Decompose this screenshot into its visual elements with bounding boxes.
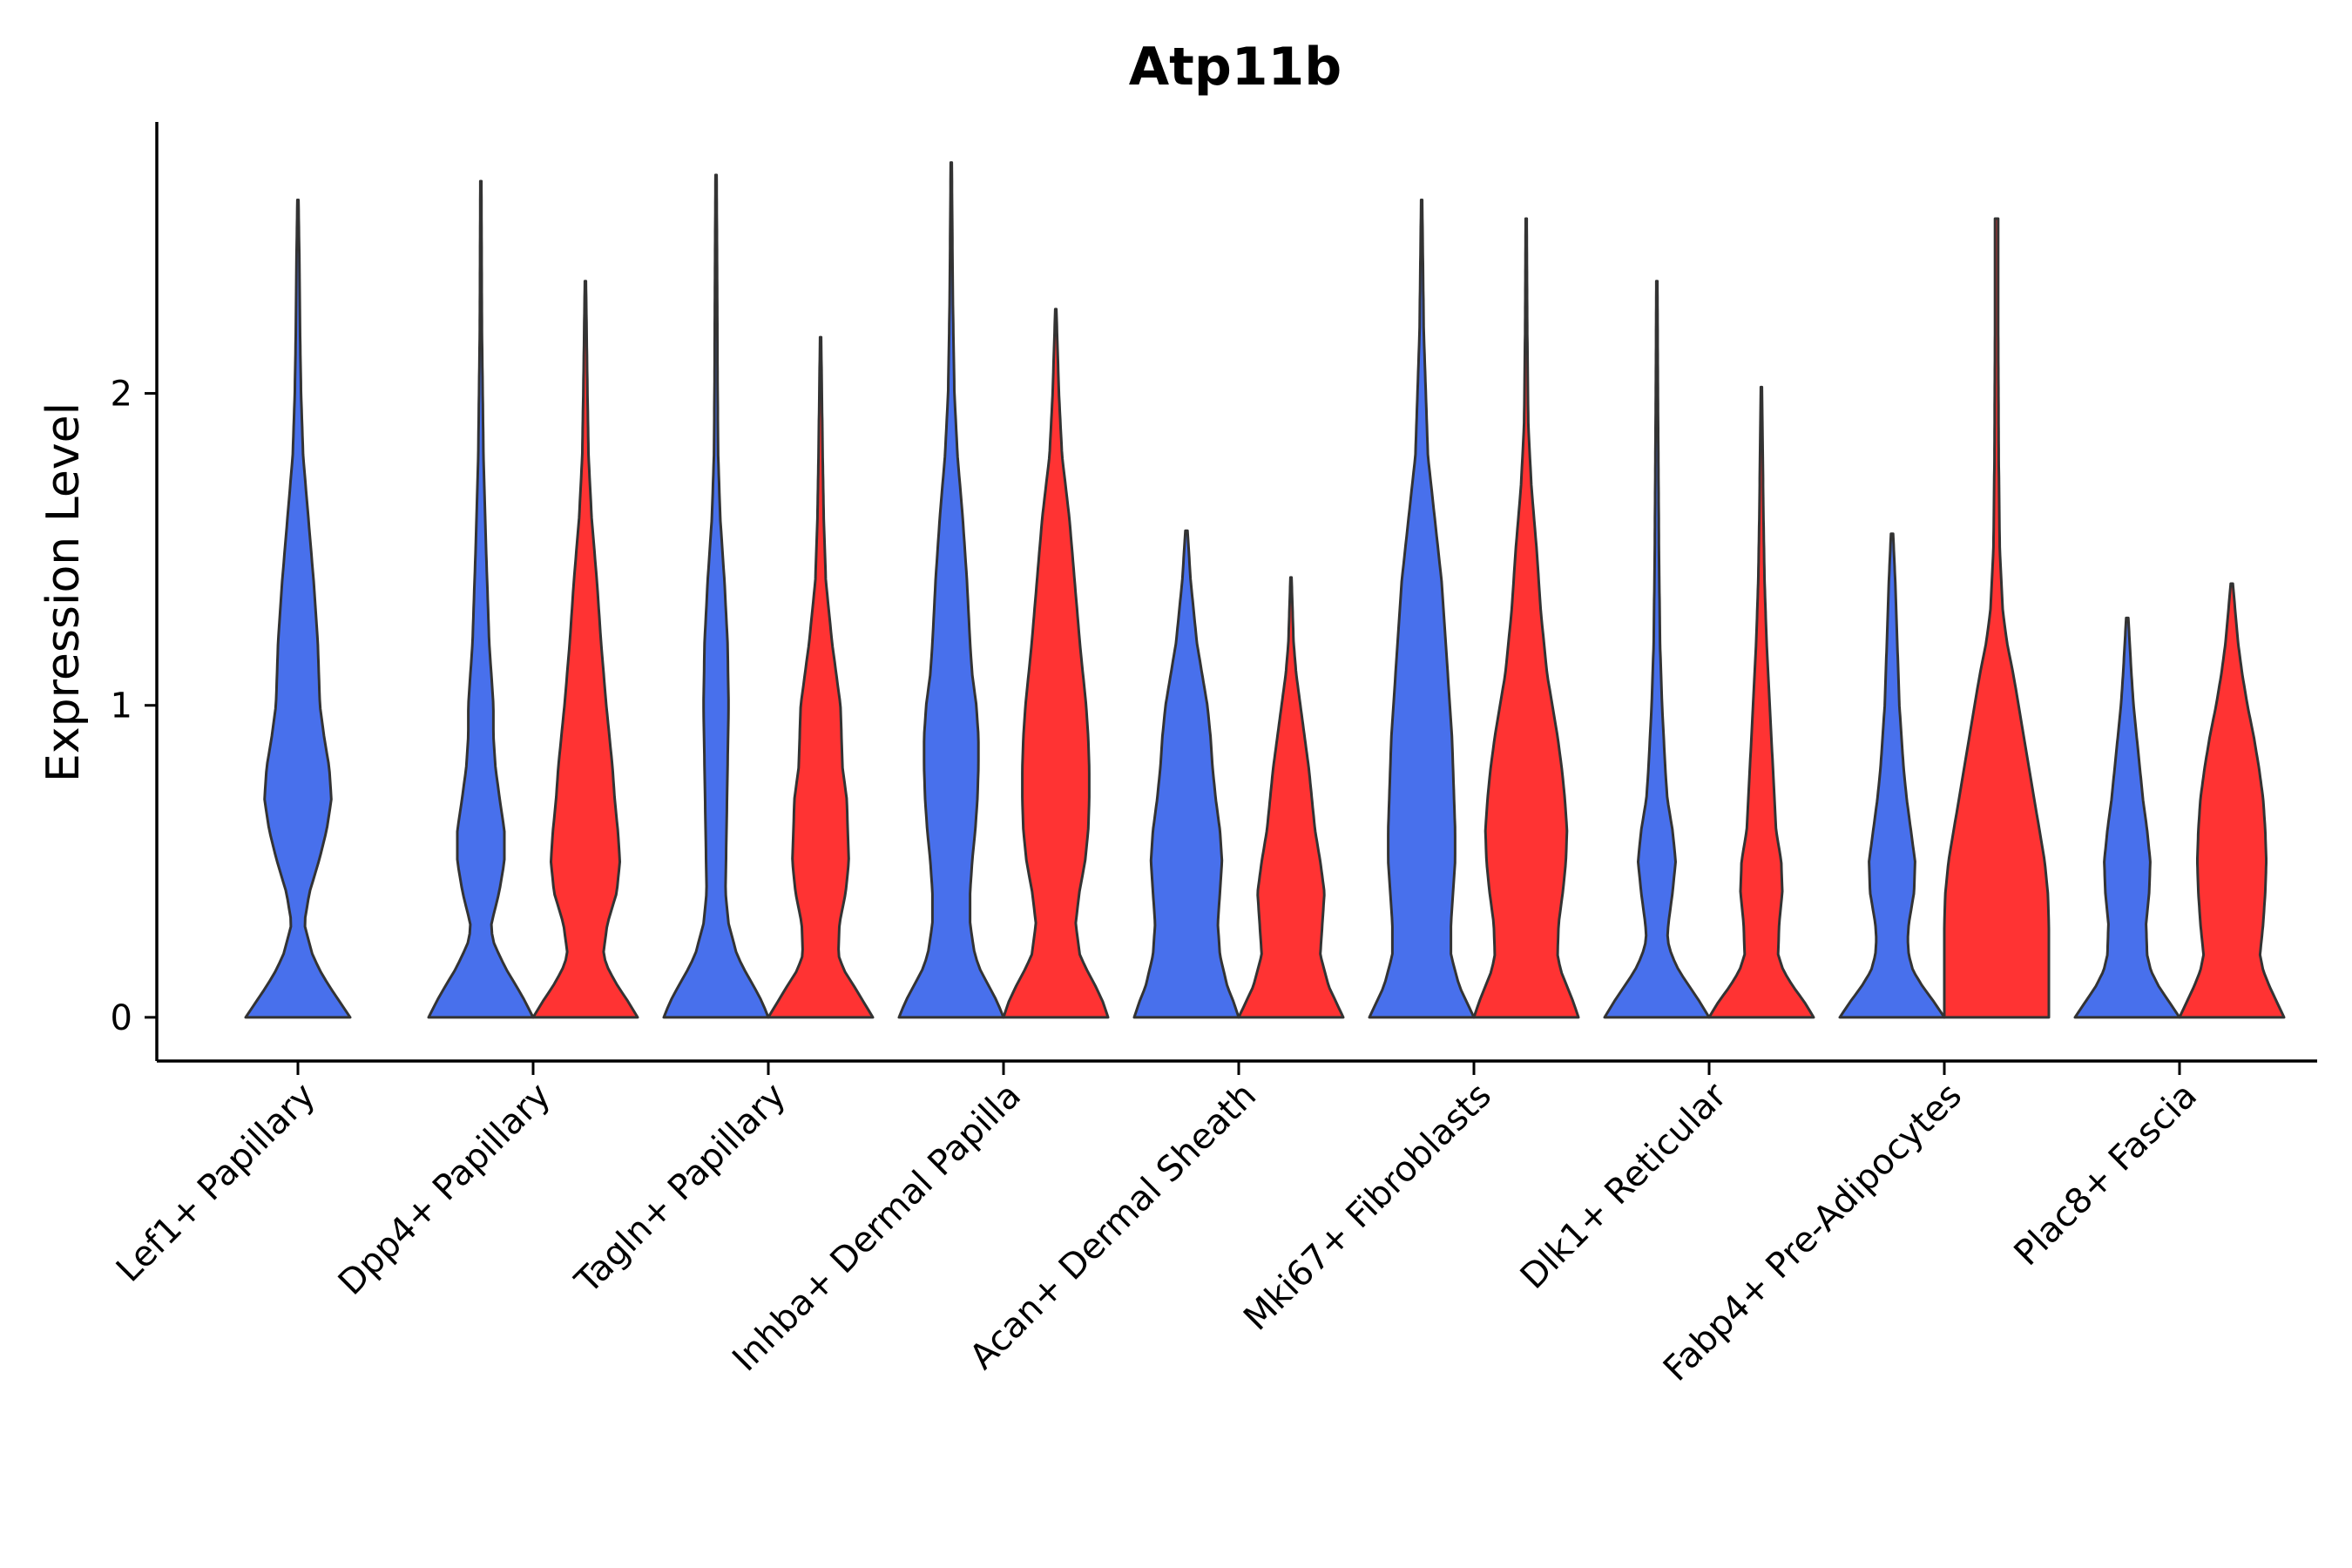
- x-tick-label: Dlk1+ Reticular: [1513, 1075, 1735, 1297]
- violin-blue: [427, 179, 535, 1019]
- violin-red: [2178, 582, 2286, 1019]
- violin-blue: [1368, 199, 1476, 1019]
- violin-blue: [662, 173, 770, 1019]
- violin-red: [1002, 308, 1110, 1019]
- violin-red: [767, 335, 875, 1019]
- y-tick-label: 0: [111, 998, 132, 1038]
- x-tick-label: Plac8+ Fascia: [2007, 1076, 2206, 1274]
- violin-red: [1707, 385, 1815, 1019]
- y-axis-ticks: 0 1 2: [111, 375, 157, 1038]
- x-tick-label: Tagln+ Papillary: [567, 1076, 794, 1302]
- violin-blue: [2073, 616, 2181, 1019]
- x-tick-label: Lef1+ Papillary: [109, 1076, 323, 1290]
- y-axis-label: Expression Level: [37, 402, 90, 782]
- violin-blue: [1838, 532, 1946, 1019]
- violin-red: [1472, 217, 1580, 1019]
- violin-red: [1943, 217, 2051, 1019]
- violin-red: [1237, 576, 1345, 1019]
- violin-blue: [244, 199, 352, 1019]
- chart-title: Atp11b: [1129, 37, 1342, 98]
- x-axis-ticks: Lef1+ Papillary Dpp4+ Papillary Tagln+ Pap…: [109, 1061, 2205, 1389]
- violin-blue: [897, 161, 1005, 1019]
- x-tick-label: Dpp4+ Papillary: [331, 1076, 558, 1303]
- y-tick-label: 2: [111, 375, 132, 415]
- x-tick-label: Mki67+ Fibroblasts: [1236, 1076, 1499, 1339]
- y-tick-label: 1: [111, 686, 132, 727]
- violin-group: [244, 161, 2286, 1019]
- violin-red: [531, 280, 639, 1019]
- violin-blue: [1132, 529, 1240, 1019]
- violin-blue: [1603, 280, 1711, 1019]
